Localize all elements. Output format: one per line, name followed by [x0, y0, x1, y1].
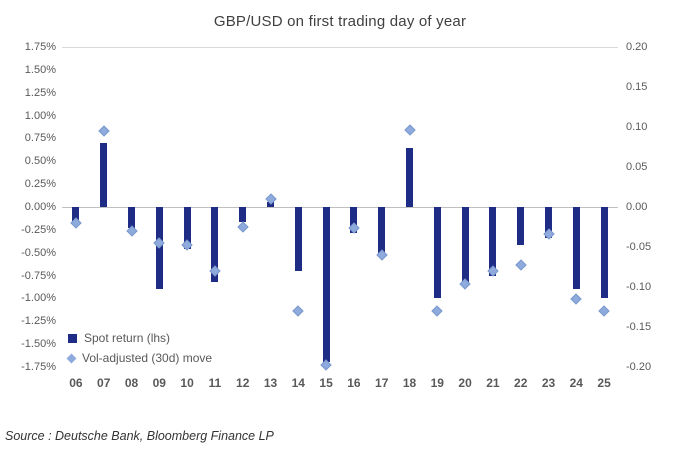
legend-item-vol-adjusted: Vol-adjusted (30d) move	[66, 351, 213, 365]
x-axis-tick: 16	[347, 376, 361, 390]
left-axis-tick: 1.75%	[24, 41, 56, 53]
bar-24	[572, 207, 580, 290]
x-axis-tick: 24	[569, 376, 583, 390]
x-axis-tick: 07	[97, 376, 111, 390]
x-axis-tick: 19	[430, 376, 444, 390]
left-axis-tick: -1.25%	[21, 315, 56, 328]
legend-item-spot-return: Spot return (lhs)	[68, 331, 170, 345]
bar-11	[211, 207, 219, 282]
right-axis-tick: -0.05	[626, 241, 652, 253]
left-axis-tick: 0.00%	[24, 201, 56, 213]
bar-08	[128, 207, 135, 229]
bar-16	[350, 207, 358, 233]
legend-diamond-marker	[66, 353, 77, 363]
x-axis-tick: 13	[263, 376, 278, 390]
chart-title: GBP/USD on first trading day of year	[213, 13, 467, 30]
source-note: Source : Deutsche Bank, Bloomberg Financ…	[5, 429, 274, 443]
bar-19	[433, 207, 441, 299]
bar-06	[72, 207, 80, 221]
left-axis-tick: -0.50%	[21, 246, 56, 259]
bar-10	[183, 207, 191, 250]
bar-18	[406, 147, 413, 207]
right-axis-tick: 0.15	[626, 81, 648, 93]
left-axis-tick: 1.50%	[24, 63, 56, 76]
legend-square-marker	[68, 333, 77, 343]
right-axis-tick: 0.20	[626, 41, 648, 53]
x-axis-tick: 18	[402, 376, 417, 390]
bar-21	[489, 207, 497, 277]
x-axis-tick: 06	[69, 376, 83, 390]
x-axis-tick: 14	[291, 376, 305, 390]
right-axis-tick: 0.10	[626, 121, 648, 133]
bar-14	[294, 207, 302, 271]
zero-axis-line	[62, 207, 618, 208]
bar-07	[100, 143, 108, 207]
left-axis-tick: 0.50%	[24, 155, 56, 168]
bar-12	[239, 207, 247, 222]
bar-13	[267, 202, 274, 207]
x-axis-tick: 21	[486, 376, 500, 390]
x-axis-tick: 17	[375, 376, 389, 390]
right-axis-tick: -0.10	[626, 281, 652, 293]
left-axis-tick: -0.75%	[21, 269, 56, 282]
right-axis-tick: -0.20	[626, 361, 652, 373]
bar-22	[517, 207, 525, 246]
x-axis-tick: 10	[180, 376, 194, 390]
legend-label: Vol-adjusted (30d) move	[82, 351, 213, 365]
x-axis-tick: 12	[236, 376, 250, 390]
x-axis-tick: 09	[152, 376, 166, 390]
legend-label: Spot return (lhs)	[84, 331, 171, 345]
left-axis-tick: -1.75%	[21, 361, 56, 373]
x-axis-tick: 25	[597, 376, 611, 390]
left-axis-tick: 1.25%	[24, 86, 56, 99]
bar-20	[461, 207, 469, 284]
x-axis-tick: 22	[514, 376, 528, 390]
x-axis-tick: 08	[124, 376, 139, 390]
x-axis-tick: 20	[458, 376, 472, 390]
left-axis-tick: 0.75%	[24, 132, 56, 145]
bar-25	[600, 207, 608, 299]
left-axis-tick: 0.25%	[24, 178, 56, 191]
plot-top-border	[62, 47, 618, 48]
left-axis-tick: 1.00%	[24, 109, 56, 122]
left-axis-tick: -0.25%	[21, 223, 56, 236]
right-axis-tick: 0.05	[626, 161, 648, 173]
bar-23	[545, 207, 552, 239]
bar-17	[378, 207, 386, 253]
bar-15	[322, 207, 330, 362]
x-axis-tick: 23	[541, 376, 556, 390]
left-axis-tick: -1.00%	[21, 292, 56, 305]
x-axis-tick: 15	[319, 376, 333, 390]
x-axis-tick: 11	[208, 376, 222, 390]
right-axis-tick: -0.15	[626, 321, 652, 333]
right-axis-tick: 0.00	[626, 201, 648, 213]
left-axis-tick: -1.50%	[21, 338, 56, 351]
